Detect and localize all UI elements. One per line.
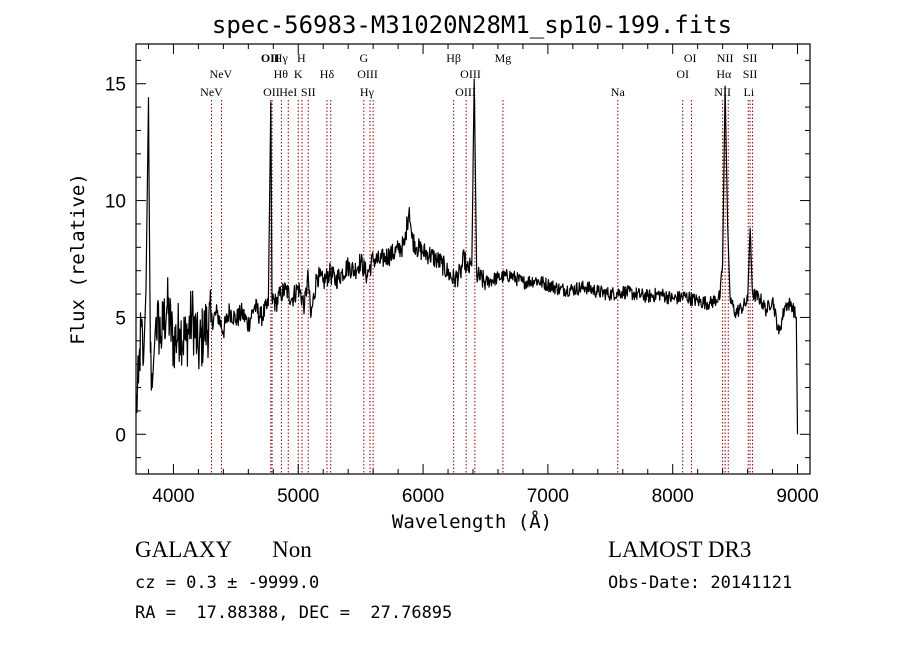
- line-marker-label: SII: [743, 67, 758, 81]
- line-marker-label: Li: [744, 85, 755, 99]
- object-subclass: Non: [272, 537, 312, 562]
- line-marker-label: OI: [676, 67, 689, 81]
- y-tick-label: 5: [115, 308, 126, 329]
- x-axis-ticks: 4000 5000 6000 7000 8000 9000: [147, 44, 819, 507]
- obs-date: Obs-Date: 20141121: [608, 573, 793, 593]
- spectral-line-labels: NeVNeVOIIOIIHγHθHeIHKSIIHδGOIIIHγHβOIIIO…: [200, 51, 757, 99]
- redshift-text: cz = 0.3 ± -9999.0: [135, 573, 320, 593]
- line-marker-label: NII: [717, 51, 734, 65]
- x-tick-label: 8000: [652, 486, 694, 507]
- line-marker-label: H: [297, 51, 306, 65]
- line-marker-label: NeV: [200, 85, 223, 99]
- line-marker-label: OII: [261, 51, 280, 65]
- y-axis-ticks: 0 5 10 15: [105, 59, 810, 459]
- y-tick-label: 10: [105, 192, 126, 213]
- line-marker-label: SII: [301, 85, 316, 99]
- object-class-value: GALAXY: [135, 537, 233, 562]
- line-marker-label: Hγ: [274, 51, 289, 65]
- survey-name: LAMOST DR3: [608, 537, 752, 562]
- coordinates: RA = 17.88388, DEC = 27.76895: [135, 603, 453, 623]
- x-axis-label: Wavelength (Å): [392, 510, 552, 533]
- x-tick-label: 7000: [527, 486, 569, 507]
- y-axis-label: Flux (relative): [67, 173, 89, 345]
- line-marker-label: Hδ: [320, 67, 335, 81]
- line-marker-label: Mg: [495, 51, 512, 65]
- line-marker-label: G: [359, 51, 368, 65]
- line-marker-label: Hθ: [274, 67, 289, 81]
- line-marker-label: Hβ: [446, 51, 461, 65]
- line-marker-label: OIII: [357, 67, 378, 81]
- x-tick-label: 5000: [277, 486, 319, 507]
- y-tick-label: 0: [115, 425, 126, 446]
- line-marker-label: OI: [684, 51, 697, 65]
- spectrum-line: [135, 78, 799, 435]
- line-marker-label: Na: [611, 85, 626, 99]
- line-marker-label: Hα: [716, 67, 732, 81]
- line-marker-label: K: [294, 67, 303, 81]
- line-marker-label: OIII: [455, 85, 476, 99]
- x-tick-label: 4000: [152, 486, 194, 507]
- line-marker-label: OIII: [460, 67, 481, 81]
- x-tick-label: 6000: [402, 486, 444, 507]
- line-marker-label: NeV: [210, 67, 233, 81]
- line-marker-label: HeI: [279, 85, 297, 99]
- y-tick-label: 15: [105, 75, 126, 96]
- line-marker-label: Hγ: [360, 85, 375, 99]
- plot-frame: [135, 43, 811, 475]
- line-marker-label: SII: [743, 51, 758, 65]
- object-class: GALAXY Non: [135, 537, 312, 563]
- line-marker-label: OII: [263, 85, 280, 99]
- chart-title: spec-56983-M31020N28M1_sp10-199.fits: [212, 11, 732, 39]
- x-tick-label: 9000: [776, 486, 818, 507]
- line-marker-label: NII: [714, 85, 731, 99]
